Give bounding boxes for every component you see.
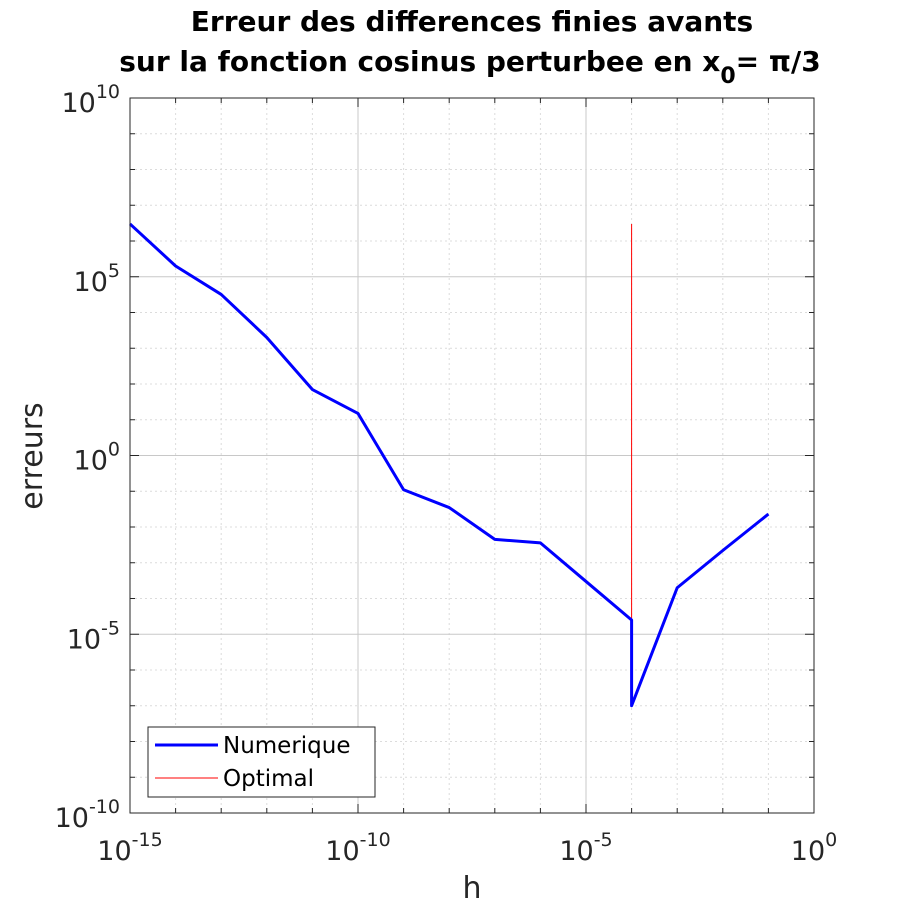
y-tick-label: 10-5 [67, 617, 120, 655]
grid [130, 98, 814, 813]
legend-box [147, 726, 376, 798]
chart-title-subscript: 0 [720, 64, 735, 89]
y-tick-label: 10-10 [55, 796, 120, 834]
legend-label-numerique: Numerique [223, 733, 351, 759]
x-tick-label: 10-5 [559, 829, 612, 867]
y-tick-label: 1010 [61, 81, 120, 119]
legend-label-optimal: Optimal [223, 766, 314, 792]
x-tick-label: 10-15 [97, 829, 162, 867]
series-line-numerique [128, 222, 770, 708]
x-tick-label: 100 [791, 829, 837, 867]
y-tick-label: 100 [74, 439, 120, 477]
chart-title-line2-prefix: sur la fonction cosinus perturbee en x [119, 45, 720, 78]
series-layer [128, 222, 770, 708]
chart-title-line2-suffix: = π/3 [736, 45, 821, 78]
legend: Numerique Optimal [147, 726, 376, 798]
chart-title-line2: sur la fonction cosinus perturbee en x0=… [119, 45, 821, 89]
chart-title-line1: Erreur des differences finies avants [191, 5, 753, 38]
x-tick-label: 10-10 [325, 829, 390, 867]
y-tick-label: 105 [74, 260, 120, 298]
y-axis-label: erreurs [15, 402, 50, 509]
axis-ticks [129, 97, 815, 814]
x-axis-label: h [462, 871, 481, 906]
